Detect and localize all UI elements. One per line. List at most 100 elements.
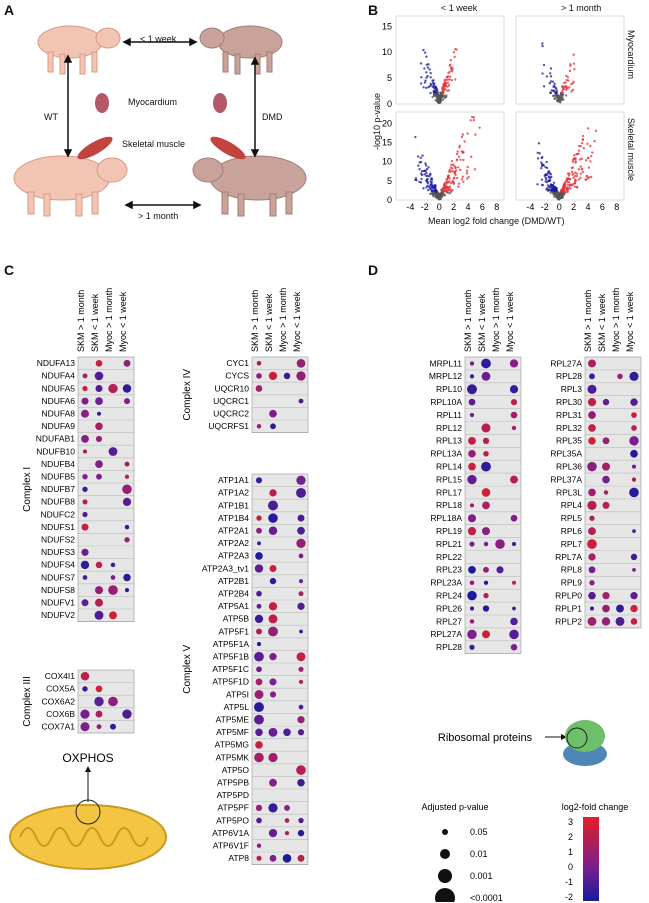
size-legend-dot	[442, 829, 448, 835]
dot	[630, 604, 638, 613]
volcano-point	[426, 66, 430, 69]
volcano-point	[474, 133, 477, 136]
x-tick-label: 2	[451, 202, 456, 212]
volcano-point	[581, 170, 585, 174]
volcano-point	[419, 156, 422, 160]
dot	[124, 398, 130, 405]
c-right-header-col-1: SKM > 1 month	[250, 290, 260, 352]
dot	[297, 729, 305, 736]
gene-label: RPL27	[436, 616, 462, 626]
dot	[297, 716, 305, 724]
dot	[255, 728, 263, 737]
volcano-point	[550, 175, 553, 179]
dot	[256, 666, 262, 673]
dot	[601, 462, 611, 471]
volcano-point	[541, 184, 544, 187]
volcano-point	[466, 132, 469, 135]
gene-label: RPL10	[436, 384, 462, 394]
dot	[282, 853, 292, 863]
dot	[123, 359, 131, 367]
volcano-point	[457, 155, 461, 158]
gene-label: NDUFB8	[41, 497, 75, 507]
d-left-header-col-3: Myoc > 1 month	[491, 288, 501, 352]
gene-label: ATP5PF	[218, 803, 250, 813]
dot	[124, 461, 130, 467]
volcano-point	[572, 158, 575, 162]
gene-label: RPL4	[561, 500, 583, 510]
gene-label: NDUFS8	[41, 585, 75, 595]
volcano-point	[573, 68, 576, 71]
volcano-point	[466, 177, 469, 180]
volcano-point	[429, 71, 432, 75]
dot	[468, 436, 476, 445]
dot	[95, 422, 103, 431]
dot	[587, 384, 597, 394]
dot	[589, 515, 595, 521]
volcano-point	[448, 78, 451, 81]
gene-label: ATP5MF	[216, 727, 249, 737]
dot	[123, 573, 131, 582]
gene-label: ATP5A1	[218, 601, 249, 611]
gene-label: ATP5PO	[216, 815, 249, 825]
c-left-header-col-3: Myoc > 1 month	[104, 288, 114, 352]
dot	[469, 374, 475, 379]
dot	[631, 412, 637, 418]
gene-label: COX6B	[46, 709, 75, 719]
gene-label: ATP2A3	[218, 551, 249, 561]
dot	[283, 728, 291, 737]
volcano-point	[461, 175, 465, 179]
gene-label: RPL15	[436, 474, 462, 484]
volcano-point	[573, 185, 577, 189]
x-tick-label: 6	[480, 202, 485, 212]
dot	[511, 425, 517, 431]
volcano-point	[561, 95, 564, 98]
dot	[602, 398, 610, 406]
volcano-point	[585, 174, 589, 178]
gene-label: NDUFA13	[37, 358, 76, 368]
volcano-point	[436, 90, 440, 94]
gene-label: ATP5ME	[216, 714, 250, 724]
gene-label: RPL21	[436, 539, 462, 549]
dot	[256, 590, 262, 597]
volcano-point	[442, 189, 445, 192]
volcano-point	[565, 94, 568, 97]
gene-label: ATP6V1F	[213, 840, 249, 850]
dot	[81, 523, 89, 531]
d-left-header-col-4: Myoc < 1 week	[505, 291, 515, 352]
complex-iv-block-frame	[251, 356, 309, 433]
dot	[481, 358, 491, 369]
colorbar-tick: -2	[565, 892, 573, 902]
dot	[298, 679, 304, 685]
dot	[124, 537, 130, 543]
dot	[630, 618, 638, 625]
volcano-point	[436, 191, 440, 195]
gene-label: RPL7A	[555, 552, 582, 562]
gene-label: RPL27A	[550, 358, 582, 368]
y-tick-label: 5	[387, 73, 392, 83]
gene-label: NDUFB10	[36, 446, 75, 456]
dot	[482, 437, 490, 444]
volcano-point	[429, 173, 432, 176]
dot	[255, 385, 263, 392]
volcano-point	[577, 149, 581, 152]
dot	[495, 539, 505, 549]
volcano-point	[450, 78, 454, 82]
gene-label: COX7A1	[41, 721, 75, 731]
volcano-point	[444, 78, 448, 82]
gene-label: ATP2A1	[218, 525, 249, 535]
c-left-header-col-2: SKM < 1 week	[90, 293, 100, 352]
dot	[82, 373, 88, 379]
ribosome-zoom-circle	[566, 727, 588, 749]
dot	[588, 591, 596, 600]
volcano-point	[424, 164, 428, 167]
volcano-point	[427, 85, 430, 89]
dot	[269, 778, 277, 787]
complex-iv-label: Complex IV	[182, 369, 193, 421]
volcano-point	[536, 151, 539, 154]
volcano-point	[418, 167, 421, 171]
dot	[296, 538, 306, 548]
gene-label: RPL23A	[430, 578, 462, 588]
volcano-point	[577, 144, 581, 148]
volcano-point	[454, 78, 457, 81]
volcano-point	[425, 174, 428, 178]
